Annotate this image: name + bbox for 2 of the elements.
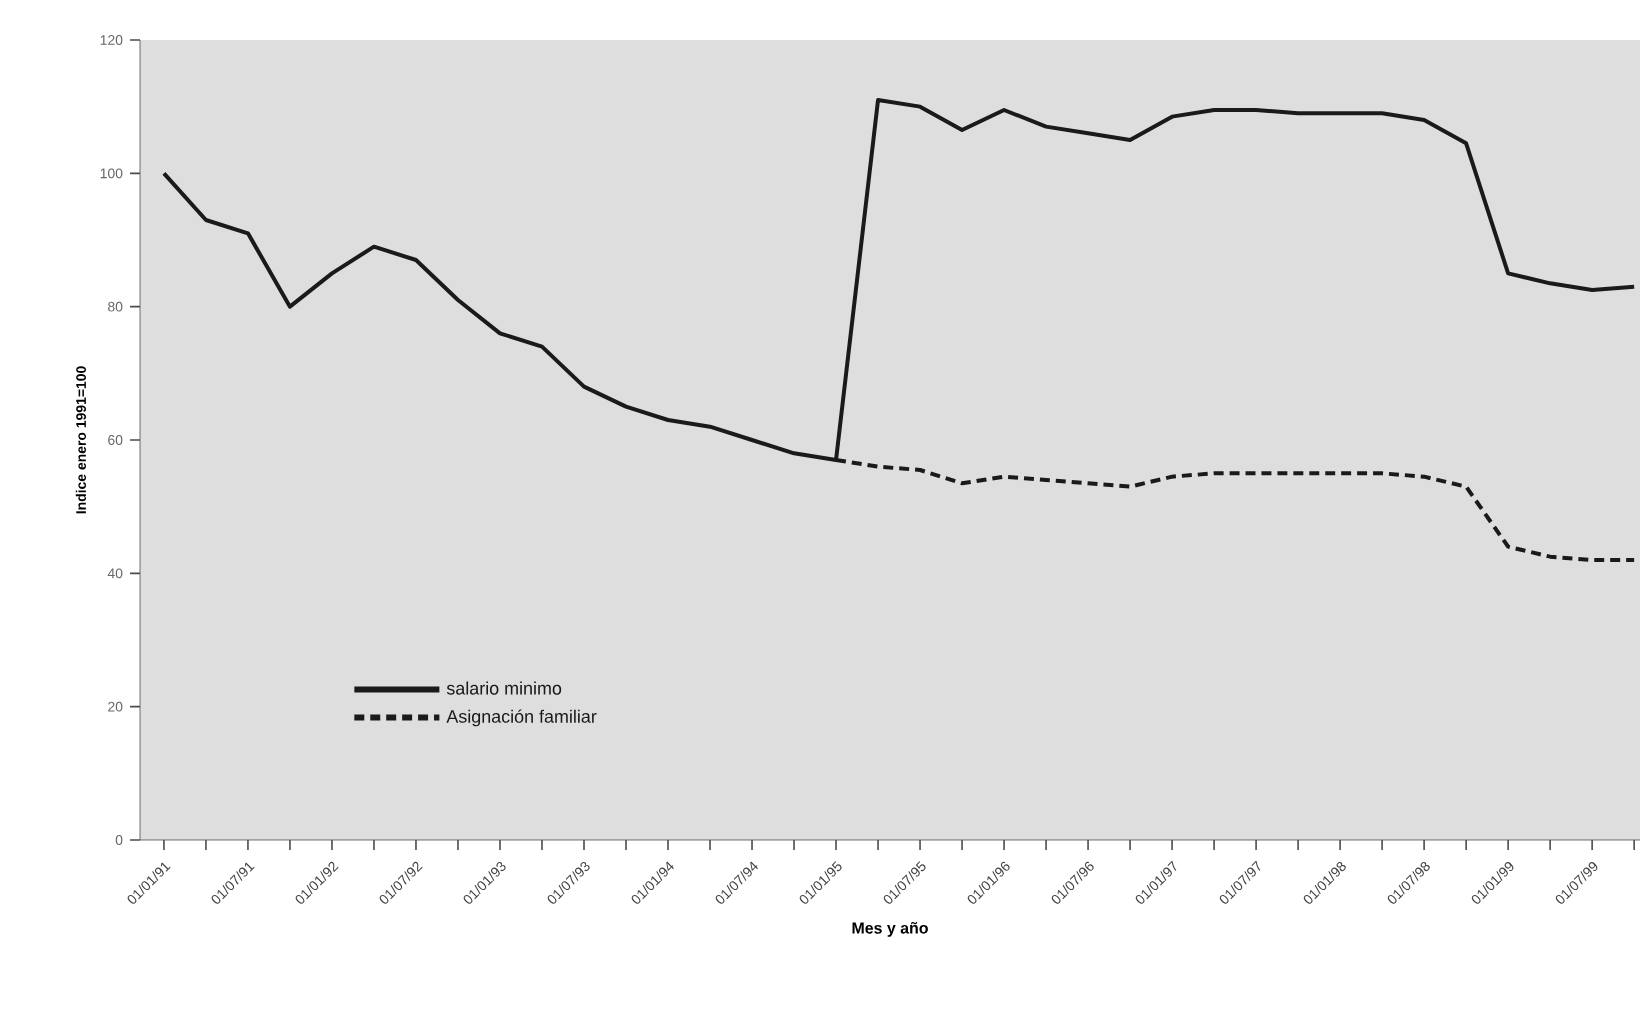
- legend-label: Asignación familiar: [446, 709, 597, 727]
- legend-label: salario minimo: [446, 681, 562, 695]
